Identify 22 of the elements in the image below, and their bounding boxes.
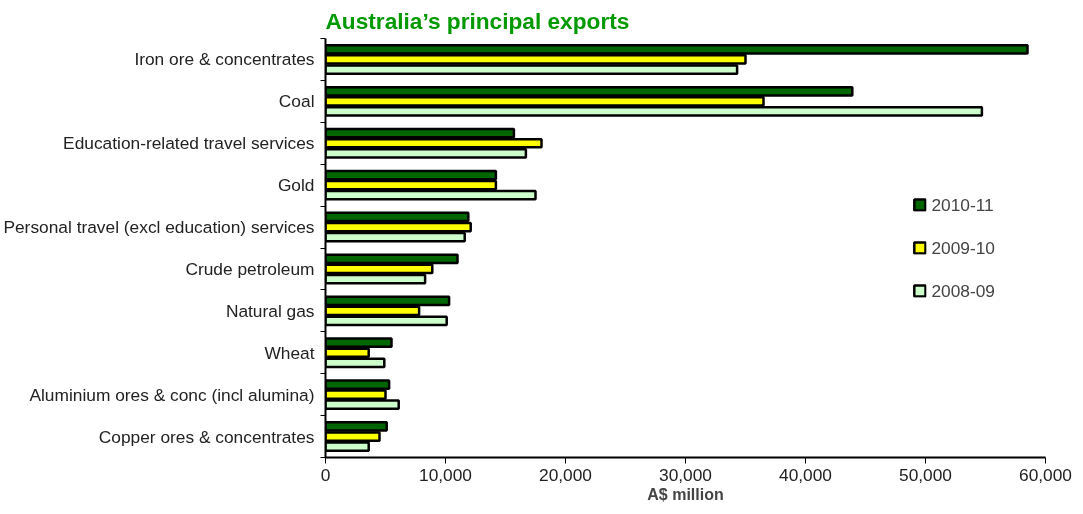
y-tick-label: Education-related travel services	[63, 133, 315, 154]
legend-label: 2008-09	[931, 280, 995, 301]
x-tick-label: 10,000	[419, 464, 472, 485]
legend-label: 2009-10	[931, 237, 995, 258]
y-tick-label: Crude petroleum	[185, 258, 315, 279]
y-tick-label: Coal	[278, 91, 315, 112]
y-tick-label: Personal travel (excl education) services	[3, 217, 315, 238]
x-tick-label: 50,000	[899, 464, 952, 485]
y-tick-label: Natural gas	[225, 300, 315, 321]
x-axis-title: A$ million	[647, 485, 724, 503]
x-tick-label: 40,000	[779, 464, 832, 485]
x-tick-label: 20,000	[539, 464, 592, 485]
x-tick-label: 30,000	[659, 464, 712, 485]
y-tick-label: Iron ore & concentrates	[134, 49, 315, 70]
y-tick-label: Gold	[277, 175, 315, 196]
x-tick-label: 0	[320, 464, 331, 485]
y-tick-label: Aluminium ores & conc (incl alumina)	[29, 384, 315, 405]
y-tick-label: Copper ores & concentrates	[98, 426, 315, 447]
x-tick-label: 60,000	[1019, 464, 1072, 485]
legend-label: 2010-11	[931, 194, 994, 215]
chart-title: Australia’s principal exports	[325, 7, 630, 34]
y-tick-label: Wheat	[264, 342, 315, 363]
